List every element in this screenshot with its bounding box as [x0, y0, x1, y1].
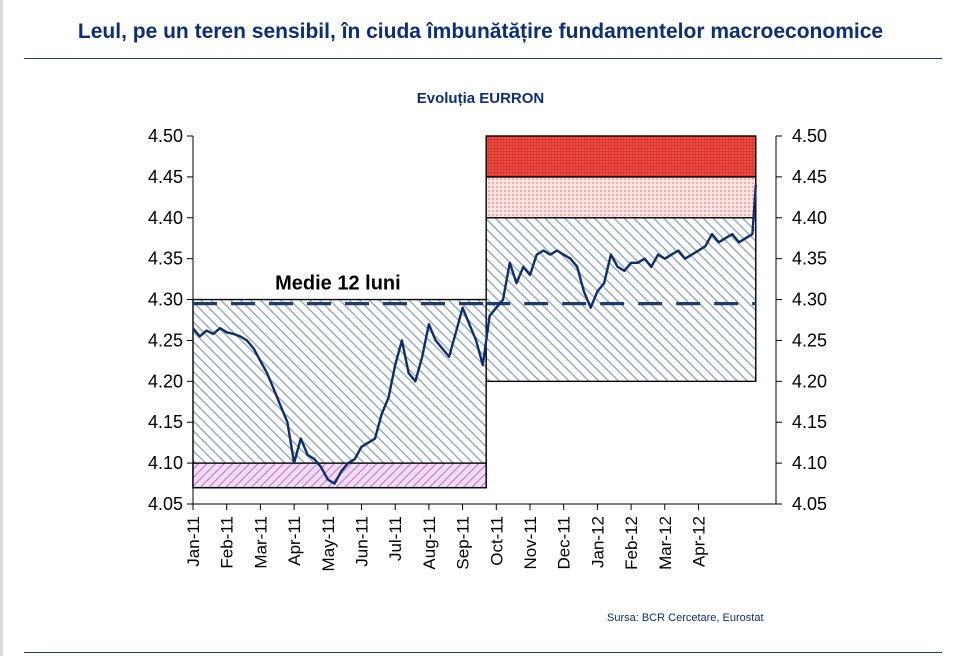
title-divider	[24, 58, 942, 59]
slide-title: Leul, pe un teren sensibil, în ciuda îmb…	[77, 20, 884, 43]
x-tick-label: Feb-11	[218, 516, 237, 569]
y-tick-label-right: 4.25	[792, 330, 827, 350]
y-tick-label-right: 4.30	[792, 290, 827, 310]
y-tick-label-right: 4.45	[792, 167, 827, 187]
x-tick-label: Jan-11	[184, 516, 203, 567]
band-pink-2012	[485, 176, 757, 219]
x-tick-label: Mar-12	[656, 516, 675, 570]
x-tick-label: Feb-12	[622, 516, 641, 570]
band-red-2012	[485, 135, 757, 178]
y-tick-label-left: 4.20	[148, 371, 183, 391]
y-tick-label-left: 4.15	[148, 412, 183, 432]
y-tick-label-left: 4.50	[148, 126, 183, 146]
source-note: Sursa: BCR Cercetare, Eurostat	[607, 612, 764, 624]
x-tick-label: Jan-12	[588, 516, 607, 568]
y-tick-label-left: 4.10	[148, 453, 183, 473]
y-tick-label-right: 4.20	[792, 371, 827, 391]
x-tick-label: Nov-11	[521, 516, 540, 570]
y-tick-label-right: 4.50	[792, 126, 827, 146]
y-tick-label-left: 4.45	[148, 167, 183, 187]
eurron-chart: 4.05 4.05 4.10 4.10 4.15 4.15 4.20 4.20 4.25 4.25…	[148, 126, 827, 571]
series-line-eurron	[192, 185, 757, 485]
chart-title: Evoluția EURRON	[416, 90, 545, 107]
y-tick-label-right: 4.15	[792, 412, 827, 432]
x-tick-label: Jul-11	[386, 516, 405, 561]
x-tick-label: Sep-11	[454, 516, 473, 570]
left-edge-line	[0, 0, 3, 656]
band-range-2012	[485, 217, 757, 383]
y-tick-label-right: 4.40	[792, 208, 827, 228]
x-tick-label: Apr-12	[689, 516, 708, 567]
annotation-label: Medie 12 luni	[275, 272, 401, 294]
x-tick-label: Mar-11	[251, 516, 270, 569]
y-tick-label-left: 4.25	[148, 330, 183, 350]
x-tick-label: Apr-11	[285, 516, 304, 566]
x-tick-label: Oct-11	[487, 516, 506, 566]
y-tick-label-right: 4.05	[792, 494, 827, 514]
bottom-divider	[24, 652, 942, 653]
x-tick-label: May-11	[319, 516, 338, 571]
band-range-2011	[192, 298, 487, 489]
x-tick-label: Dec-11	[555, 516, 574, 570]
y-tick-label-left: 4.05	[148, 494, 183, 514]
y-tick-label-left: 4.30	[148, 290, 183, 310]
y-tick-label-right: 4.35	[792, 249, 827, 269]
y-tick-label-left: 4.40	[148, 208, 183, 228]
x-tick-label: Aug-11	[420, 516, 439, 570]
x-tick-label: Jun-11	[352, 516, 371, 567]
y-tick-label-left: 4.35	[148, 249, 183, 269]
y-tick-label-right: 4.10	[792, 453, 827, 473]
